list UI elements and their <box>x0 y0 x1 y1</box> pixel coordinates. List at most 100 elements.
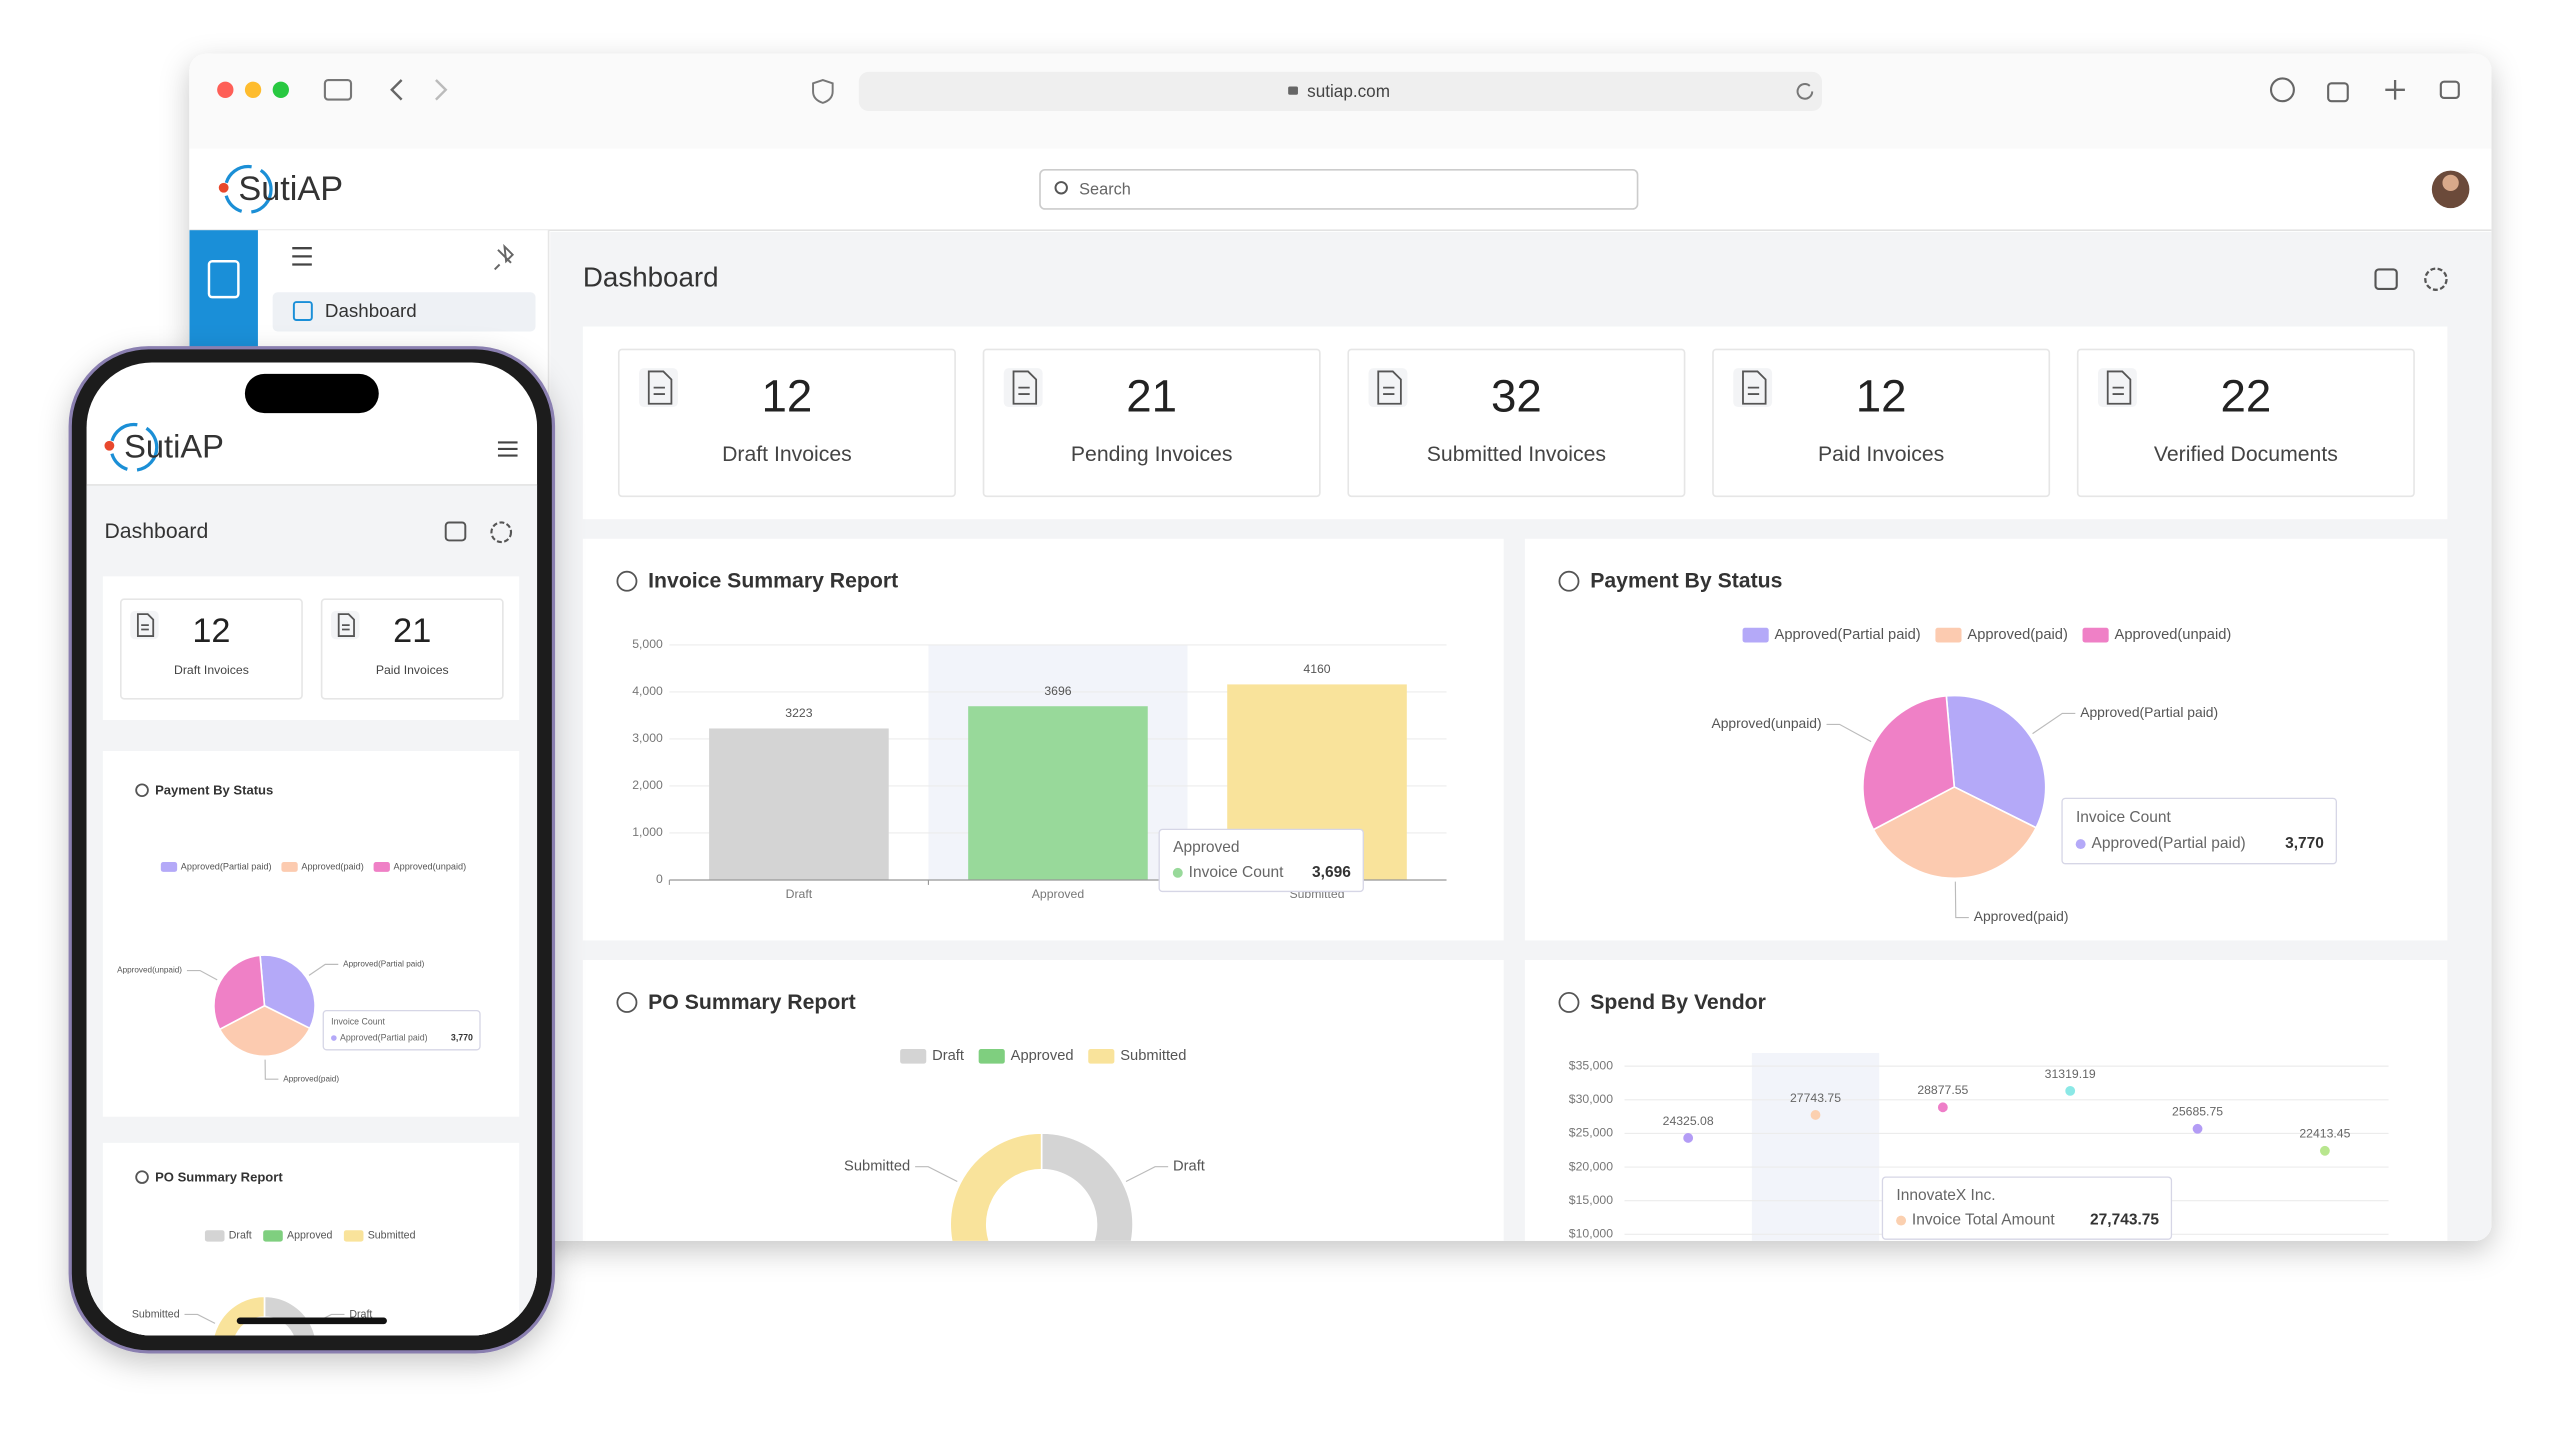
legend-label: Approved <box>287 1230 333 1242</box>
card-icon <box>647 370 673 405</box>
page-title: Dashboard <box>583 262 719 293</box>
label-leader <box>264 1059 279 1080</box>
nav-item[interactable] <box>272 292 536 332</box>
tooltip-dot <box>2075 839 2086 850</box>
pie-slice <box>1862 694 1956 831</box>
legend-swatch <box>373 862 390 872</box>
slice-label: Submitted <box>132 1308 180 1320</box>
legend-swatch <box>343 1230 364 1242</box>
slice-label: Approved(Partial paid) <box>2080 704 2218 720</box>
new-tab-button[interactable] <box>2385 80 2405 100</box>
slice-label: Draft <box>1173 1159 1205 1175</box>
legend-swatch <box>1742 627 1769 643</box>
donut-slice <box>968 1257 1116 1316</box>
chart-title: Payment By Status <box>155 782 273 797</box>
card-label: Paid Invoices <box>1818 443 1944 466</box>
chart-title-icon <box>1558 570 1580 592</box>
slice-label: Approved(paid) <box>1974 908 2069 924</box>
minimize-button[interactable] <box>244 81 262 98</box>
dashboard-content: 12 Draft Invoices 21 Pending Invoices 32 Subm… <box>616 348 2415 1360</box>
mobile-menu[interactable] <box>497 441 518 457</box>
close-button[interactable] <box>217 81 234 98</box>
value-label: 3223 <box>785 706 812 720</box>
y-tick-label: $35,000 <box>1569 1058 1613 1072</box>
y-tick-label: 4,000 <box>632 684 663 698</box>
rail-icon[interactable] <box>207 260 240 299</box>
legend-label: Submitted <box>1120 1048 1186 1064</box>
donut-slice <box>949 1132 1043 1241</box>
legend-label: Draft <box>229 1230 252 1242</box>
label-leader <box>186 969 218 981</box>
legend-swatch <box>2082 627 2109 643</box>
y-tick-label: 2,000 <box>632 778 663 792</box>
logo-mark <box>223 164 273 214</box>
value-label: 3696 <box>1044 684 1071 698</box>
tooltip-series: Invoice Total Amount <box>1912 1212 2055 1229</box>
pin-button[interactable] <box>494 243 515 271</box>
slice-label: Approved <box>1060 1344 1123 1360</box>
privacy-icon[interactable] <box>812 78 834 104</box>
tooltip-title: Invoice Count <box>331 1017 385 1027</box>
back-button[interactable] <box>390 79 403 101</box>
value-label: 24325.08 <box>1663 1114 1714 1128</box>
forward-button[interactable] <box>435 79 448 101</box>
y-tick-label: 3,000 <box>632 731 663 745</box>
legend-swatch <box>263 1230 283 1242</box>
point <box>2192 1123 2203 1134</box>
y-tick-label: $10,000 <box>1569 1227 1613 1241</box>
export-button[interactable] <box>2374 268 2398 291</box>
share-button[interactable] <box>2327 82 2349 103</box>
legend-swatch <box>204 1230 225 1242</box>
legend-swatch <box>1935 627 1962 643</box>
card-icon <box>1012 370 1038 405</box>
label-leader <box>264 1404 277 1424</box>
tooltip-series: Invoice Count <box>1189 864 1284 881</box>
summary-card <box>2076 348 2415 498</box>
mobile-content: 12 Draft Invoices 21 Paid Invoices Payment B… <box>117 598 504 1424</box>
mobile-export[interactable] <box>444 521 467 542</box>
nav-label: Dashboard <box>325 300 417 321</box>
tooltip-value: 3,696 <box>1312 864 1351 881</box>
label-leader <box>915 1166 958 1183</box>
label-leader <box>1954 881 1969 919</box>
label-leader <box>308 963 339 976</box>
card-value: 12 <box>1856 370 1907 421</box>
chart-title: Invoice Summary Report <box>648 570 898 593</box>
summary-card <box>320 598 504 700</box>
card-label: Draft Invoices <box>174 663 249 677</box>
tabs-button[interactable] <box>2439 80 2460 100</box>
card-icon <box>136 613 155 637</box>
address-bar[interactable] <box>858 71 1823 112</box>
zoom-button[interactable] <box>272 81 289 98</box>
reload-button[interactable] <box>1796 83 1814 100</box>
value-label: 25685.75 <box>2172 1105 2223 1119</box>
tooltip-dot <box>1896 1215 1907 1226</box>
mobile-logo: SutiAP <box>124 428 224 465</box>
chart-title: Spend By Vendor <box>1590 991 1766 1014</box>
y-tick-label: 5,000 <box>632 637 663 651</box>
menu-toggle[interactable] <box>292 247 312 266</box>
sidebar-toggle[interactable] <box>323 78 353 101</box>
slice-label: Draft <box>349 1308 372 1320</box>
legend-label: Approved(unpaid) <box>394 861 467 871</box>
mobile-settings[interactable] <box>490 521 513 544</box>
search-box[interactable] <box>1039 168 1639 210</box>
chart-panel <box>582 960 1504 1241</box>
settings-button[interactable] <box>2424 267 2448 291</box>
y-tick-label: 1,000 <box>632 825 663 839</box>
chart-title: PO Summary Report <box>155 1169 283 1184</box>
tooltip-value: 3,770 <box>2285 835 2324 852</box>
legend-swatch <box>978 1048 1005 1064</box>
downloads-button[interactable] <box>2269 77 2295 103</box>
point <box>1810 1110 1821 1120</box>
value-label: 31319.19 <box>2045 1067 2096 1081</box>
tooltip <box>322 1009 481 1051</box>
label-leader <box>184 1313 216 1324</box>
legend-label: Approved(Partial paid) <box>1775 627 1921 643</box>
tooltip-title: InnovateX Inc. <box>1896 1187 1995 1204</box>
y-tick-label: $25,000 <box>1569 1126 1613 1140</box>
search-icon <box>1054 181 1068 195</box>
chart-title-icon <box>1558 992 1580 1013</box>
lock-icon <box>1288 86 1298 95</box>
